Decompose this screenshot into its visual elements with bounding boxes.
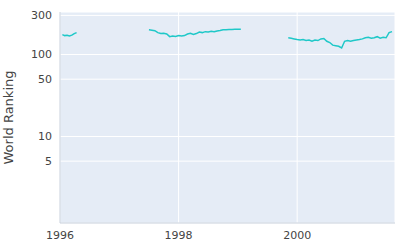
svg-text:300: 300 (31, 9, 52, 22)
svg-text:World Ranking: World Ranking (8, 71, 16, 165)
svg-text:1996: 1996 (46, 229, 74, 242)
svg-text:10: 10 (38, 130, 52, 143)
svg-text:50: 50 (38, 73, 52, 86)
svg-text:5: 5 (45, 155, 52, 168)
svg-text:100: 100 (31, 48, 52, 61)
svg-text:2000: 2000 (283, 229, 311, 242)
svg-text:1998: 1998 (165, 229, 193, 242)
